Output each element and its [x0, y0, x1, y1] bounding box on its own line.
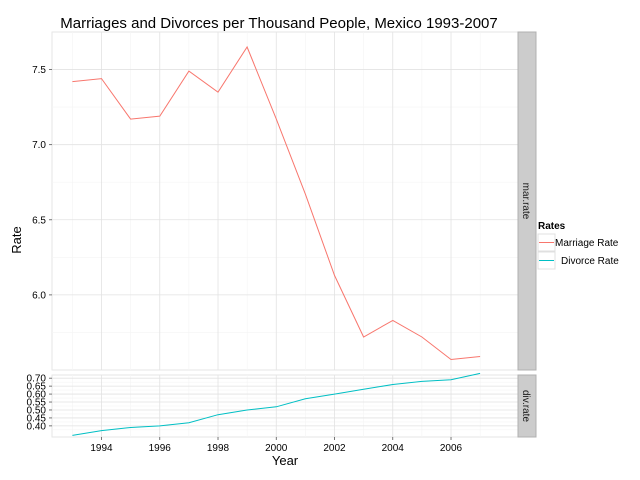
x-tick-label: 2000 [265, 443, 288, 454]
panel-marriage-rate: 6.0 6.5 7.0 7.5 mar.rate [32, 31, 537, 371]
panel-divorce-rate: 0.400.450.500.550.600.650.70 div.rate [27, 372, 537, 438]
x-tick-label: 2006 [440, 443, 463, 454]
legend: Rates Marriage Rate Divorce Rate [537, 221, 619, 270]
panel-background [51, 31, 519, 371]
series-lines-bottom [72, 372, 481, 436]
y-tick-label: 0.40 [27, 421, 47, 432]
y-tick-label: 0.45 [27, 413, 47, 424]
x-tick-label: 2004 [382, 443, 405, 454]
grid-top [52, 32, 518, 370]
strip-label-top: mar.rate [520, 183, 531, 220]
x-axis-label: Year [272, 453, 299, 468]
strip-label-bottom: div.rate [520, 390, 531, 422]
y-tick-label: 6.0 [32, 290, 46, 301]
grid-bottom [52, 375, 518, 437]
x-tick-label: 2002 [323, 443, 346, 454]
x-tick-label: 1998 [207, 443, 230, 454]
y-ticks-top: 6.0 6.5 7.0 7.5 [32, 65, 52, 301]
series-line-marriage-rate [72, 45, 481, 361]
series-lines-top [72, 45, 481, 361]
y-tick-label: 7.0 [32, 140, 46, 151]
series-line-divorce-rate [72, 372, 481, 436]
strip-background-top [517, 31, 537, 371]
legend-label-marriage: Marriage Rate [555, 238, 619, 249]
y-tick-label: 0.55 [27, 398, 47, 409]
chart-title: Marriages and Divorces per Thousand Peop… [60, 15, 497, 32]
y-tick-label: 0.60 [27, 390, 47, 401]
y-tick-label: 0.70 [27, 374, 47, 385]
strip-background-bottom [517, 374, 537, 438]
y-tick-label: 0.50 [27, 405, 47, 416]
y-ticks-bottom: 0.400.450.500.550.600.650.70 [27, 374, 52, 432]
y-tick-label: 0.65 [27, 382, 47, 393]
legend-label-divorce: Divorce Rate [561, 256, 619, 267]
y-tick-label: 6.5 [32, 215, 46, 226]
x-tick-label: 1996 [149, 443, 172, 454]
y-axis-label: Rate [9, 226, 24, 253]
y-tick-label: 7.5 [32, 65, 46, 76]
legend-title: Rates [538, 221, 566, 232]
x-ticks: 1994 1996 1998 2000 2002 2004 2006 [90, 437, 463, 454]
x-tick-label: 1994 [90, 443, 113, 454]
